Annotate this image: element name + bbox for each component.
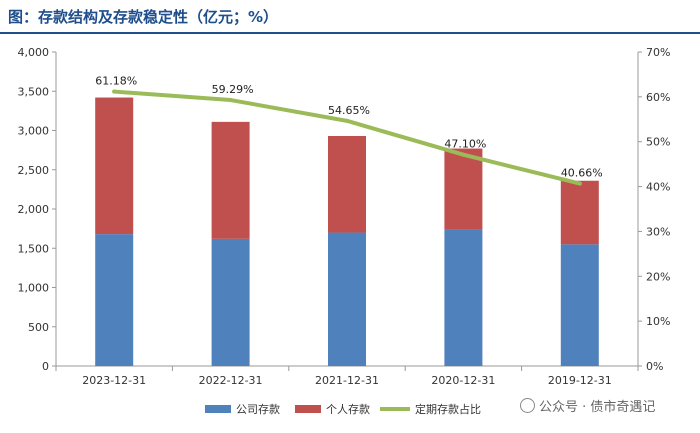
data-label-ratio: 59.29% <box>212 83 254 96</box>
x-tick-label: 2021-12-31 <box>315 374 379 387</box>
line-point <box>345 118 349 123</box>
y-tick-label: 500 <box>28 321 49 334</box>
y2-tick-label: 20% <box>646 270 670 283</box>
y-tick-label: 3,500 <box>18 85 50 98</box>
x-tick-label: 2022-12-31 <box>199 374 263 387</box>
line-point <box>112 89 117 94</box>
data-label-ratio: 61.18% <box>95 75 137 88</box>
legend-company-swatch <box>205 405 231 413</box>
chart-title: 图：存款结构及存款稳定性（亿元；%） <box>8 8 279 26</box>
legend-personal-label: 个人存款 <box>326 402 370 416</box>
y-tick-label: 2,000 <box>18 203 50 216</box>
bar-company-deposit <box>444 229 483 366</box>
y-tick-label: 3,000 <box>18 125 50 138</box>
y-tick-label: 1,000 <box>18 282 50 295</box>
line-point <box>577 181 582 186</box>
y2-tick-label: 60% <box>646 91 670 104</box>
y2-tick-label: 30% <box>646 225 670 238</box>
y-tick-label: 4,000 <box>18 46 50 59</box>
legend-personal-swatch <box>295 405 321 413</box>
y2-tick-label: 40% <box>646 181 670 194</box>
bar-personal-deposit <box>95 97 134 235</box>
line-point <box>228 98 233 103</box>
watermark: 公众号 · 债市奇遇记 <box>520 396 655 415</box>
bar-company-deposit <box>95 234 134 366</box>
bar-personal-deposit <box>328 135 366 233</box>
bar-personal-deposit <box>560 180 599 245</box>
x-tick-label: 2023-12-31 <box>82 374 146 387</box>
line-point <box>461 152 466 157</box>
x-tick-label: 2020-12-31 <box>431 374 495 387</box>
legend-company-label: 公司存款 <box>236 402 280 416</box>
bar-company-deposit <box>560 244 599 366</box>
bar-personal-deposit <box>444 148 483 230</box>
x-tick-label: 2019-12-31 <box>548 374 612 387</box>
data-label-ratio: 47.10% <box>444 138 486 151</box>
y2-tick-label: 50% <box>646 136 670 149</box>
data-label-ratio: 54.65% <box>328 104 370 117</box>
y2-tick-label: 70% <box>646 46 670 59</box>
y-tick-label: 0 <box>42 360 49 373</box>
bar-company-deposit <box>328 232 366 366</box>
bar-personal-deposit <box>211 121 250 239</box>
y2-tick-label: 0% <box>646 360 663 373</box>
wechat-icon <box>520 398 535 413</box>
title-divider <box>0 32 700 34</box>
y-tick-label: 2,500 <box>18 164 50 177</box>
y2-tick-label: 10% <box>646 315 670 328</box>
watermark-text: 公众号 · 债市奇遇记 <box>539 400 656 415</box>
y-tick-label: 1,500 <box>18 242 50 255</box>
data-label-ratio: 40.66% <box>561 167 603 180</box>
bar-company-deposit <box>211 238 250 366</box>
legend-ratio-label: 定期存款占比 <box>415 402 481 416</box>
